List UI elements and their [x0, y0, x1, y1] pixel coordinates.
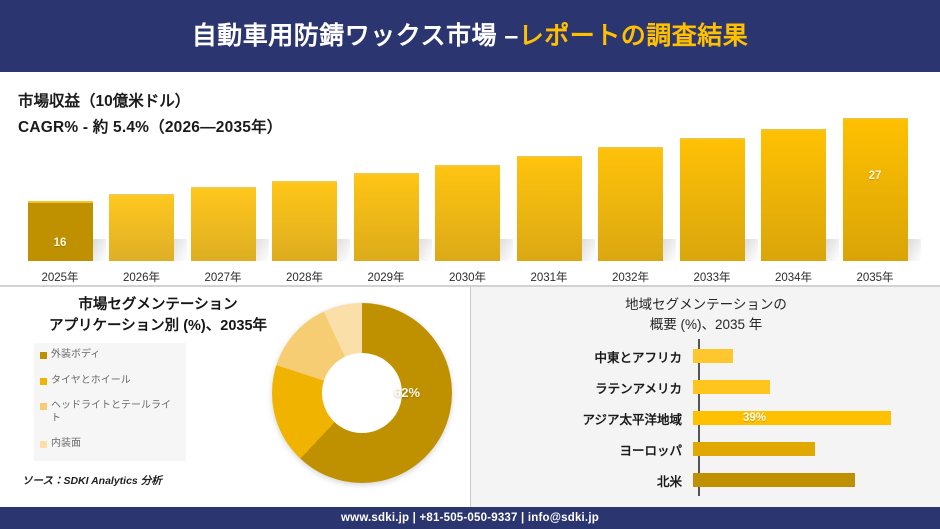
region-title: 地域セグメンテーションの 概要 (%)、2035 年	[471, 295, 940, 334]
donut-value-label: 62%	[394, 385, 421, 400]
revenue-bar: 27	[842, 118, 921, 261]
revenue-bar-column: 16 2025年	[22, 92, 106, 285]
revenue-bar-column: 2026年	[104, 92, 187, 285]
donut-hole	[322, 353, 402, 433]
revenue-caption-line2: CAGR% - 約 5.4%（2026―2035年）	[18, 118, 283, 136]
legend-item: 内装面	[40, 438, 180, 451]
revenue-bar	[598, 147, 676, 261]
revenue-chart-section: 市場収益（10億米ドル） CAGR% - 約 5.4%（2026―2035年） …	[0, 72, 940, 285]
segmentation-title: 市場セグメンテーション アプリケーション別 (%)、2035年	[8, 295, 308, 337]
page-title-dash: –	[504, 21, 519, 50]
legend-item: タイヤとホイール	[40, 375, 180, 388]
page-title-accent: レポートの調査結果	[518, 21, 749, 50]
region-title-line1: 地域セグメンテーションの	[625, 297, 787, 312]
region-bar	[693, 349, 733, 363]
header-band: 自動車用防錆ワックス市場 –レポートの調査結果	[0, 0, 940, 72]
region-bar	[693, 473, 855, 487]
revenue-bar	[435, 164, 513, 262]
revenue-bar: 16	[27, 201, 106, 261]
segmentation-title-line2: アプリケーション別 (%)、2035年	[48, 318, 268, 335]
legend-item-label: タイヤとホイール	[51, 374, 131, 386]
revenue-bar-label: 2034年	[774, 272, 813, 284]
revenue-bar	[109, 194, 187, 261]
revenue-bar	[516, 156, 595, 261]
page-title-main: 自動車用防錆ワックス市場	[191, 21, 505, 50]
revenue-bars-area: 16 2025年 2026年 2027年 2028年 2029年 2030年 2031年 203…	[22, 92, 921, 285]
revenue-bar-label: 2030年	[448, 272, 487, 284]
legend-swatch-icon	[40, 403, 47, 410]
region-row-label: ヨーロッパ	[619, 443, 682, 458]
segmentation-panel: 市場セグメンテーション アプリケーション別 (%)、2035年 外装ボディタイヤ…	[0, 287, 468, 507]
revenue-bar-label: 2031年	[530, 272, 568, 284]
legend-item: ヘッドライトとテールライト	[40, 400, 180, 425]
revenue-bar	[353, 173, 432, 261]
legend-swatch-icon	[40, 352, 47, 359]
lower-section: 市場セグメンテーション アプリケーション別 (%)、2035年 外装ボディタイヤ…	[0, 285, 940, 507]
region-row-label: ラテンアメリカ	[595, 381, 682, 396]
revenue-bar-label: 2025年	[41, 272, 79, 284]
revenue-bar-value: 27	[868, 169, 882, 182]
revenue-bar-column: 2034年	[756, 92, 839, 285]
legend-swatch-icon	[40, 377, 47, 385]
revenue-bar-column: 2028年	[267, 92, 350, 285]
legend-item: 外装ボディ	[40, 349, 180, 362]
region-bar	[693, 380, 770, 394]
region-row: ヨーロッパ	[491, 438, 931, 460]
legend-item-label: 外装ボディ	[51, 349, 101, 360]
revenue-bar-label: 2027年	[204, 272, 242, 284]
revenue-bar	[190, 187, 269, 261]
revenue-bar-label: 2032年	[611, 272, 650, 284]
revenue-bar-column: 2033年	[674, 92, 758, 285]
revenue-caption: 市場収益（10億米ドル） CAGR% - 約 5.4%（2026―2035年）	[18, 94, 283, 135]
revenue-bar-column: 2030年	[430, 92, 513, 285]
revenue-bar-label: 2035年	[856, 272, 894, 284]
region-row-label: アジア太平洋地域	[582, 412, 682, 427]
legend-item-label: 内装面	[51, 438, 81, 449]
revenue-bar-label: 2033年	[693, 272, 731, 284]
revenue-bar	[679, 138, 758, 261]
region-title-line2: 概要 (%)、2035 年	[649, 316, 763, 332]
region-row-label: 北米	[656, 474, 682, 489]
revenue-bar-label: 2028年	[285, 272, 324, 284]
revenue-bar-column: 2029年	[348, 92, 432, 285]
region-row: ラテンアメリカ	[491, 376, 931, 398]
revenue-bar-label: 2026年	[122, 272, 161, 284]
region-row: 中東とアフリカ	[491, 345, 931, 367]
revenue-bar	[272, 180, 350, 262]
region-bar	[693, 442, 815, 456]
page-title: 自動車用防錆ワックス市場 –レポートの調査結果	[191, 21, 749, 50]
legend-item-label: ヘッドライトとテールライト	[51, 400, 171, 424]
footer-band: www.sdki.jp | +81-505-050-9337 | info@sd…	[0, 507, 940, 529]
revenue-bar-value: 16	[53, 237, 67, 249]
region-bar: 39%	[693, 411, 891, 425]
region-row-label: 中東とアフリカ	[594, 350, 682, 365]
region-row: アジア太平洋地域 39%	[491, 407, 931, 429]
revenue-bar-column: 27 2035年	[837, 92, 921, 285]
region-panel: 地域セグメンテーションの 概要 (%)、2035 年 中東とアフリカ ラテンアメリ…	[470, 287, 940, 507]
region-chart-area: 中東とアフリカ ラテンアメリカアジア太平洋地域 39% ヨーロッパ北米	[491, 339, 931, 499]
region-row: 北米	[491, 469, 931, 491]
revenue-bar-label: 2029年	[367, 272, 405, 284]
revenue-bar-column: 2031年	[511, 92, 595, 285]
footer-contact: www.sdki.jp | +81-505-050-9337 | info@sd…	[341, 512, 599, 524]
source-note: ソース：SDKI Analytics 分析	[22, 475, 162, 487]
revenue-bar	[761, 128, 839, 262]
revenue-bar-column: 2032年	[593, 92, 676, 285]
segmentation-title-line1: 市場セグメンテーション	[78, 297, 238, 313]
revenue-caption-line1: 市場収益（10億米ドル）	[18, 93, 191, 110]
donut-chart: 62%	[272, 303, 452, 483]
legend-swatch-icon	[40, 441, 47, 448]
region-bar-value: 39%	[742, 412, 767, 424]
segmentation-legend: 外装ボディタイヤとホイールヘッドライトとテールライト内装面	[34, 343, 186, 461]
revenue-bar-column: 2027年	[185, 92, 269, 285]
section-divider	[0, 285, 940, 287]
